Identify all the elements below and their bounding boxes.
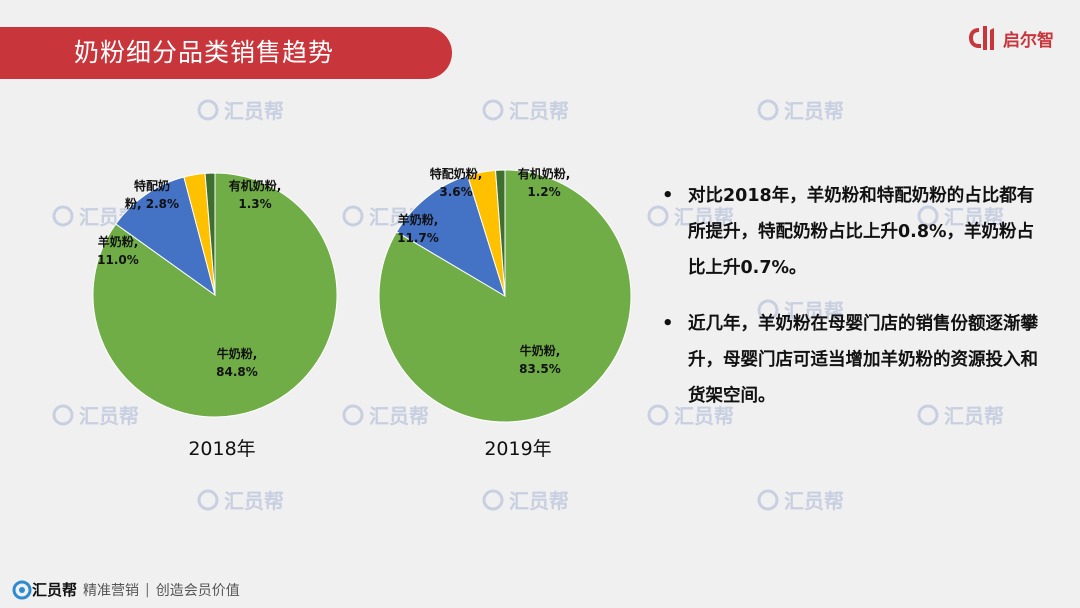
- pie-slice: [204, 172, 216, 296]
- insight-text: 近几年，羊奶粉在母婴门店的销售份额逐渐攀升，母婴门店可适当增加羊奶粉的资源投入和…: [688, 314, 1038, 406]
- slice-label-value: 83.5%: [519, 362, 561, 376]
- slice-label-name: 羊奶粉,: [98, 234, 139, 249]
- watermark-icon: [647, 404, 669, 426]
- watermark-text: 汇员帮: [674, 205, 734, 229]
- brand-mark-icon: [969, 26, 994, 50]
- pie-chart-2018: 牛奶粉, 84.8% 羊奶粉, 11.0% 特配奶粉, 2.8% 有机奶粉, 1.3% 201…: [92, 172, 338, 460]
- watermark-text: 汇员帮: [79, 404, 139, 428]
- bullet-icon: •: [662, 313, 674, 334]
- slice-label-name: 牛奶粉,: [217, 346, 258, 361]
- brand-name: 启尔智: [1003, 30, 1054, 51]
- watermark-icon: [52, 404, 74, 426]
- footer-logo-icon: [12, 580, 32, 599]
- slice-label-name: 特配奶粉,: [430, 166, 483, 181]
- chart-year-caption: 2019年: [484, 438, 551, 460]
- watermark-icon: [482, 99, 504, 121]
- watermark-text: 汇员帮: [224, 99, 284, 123]
- chart-year-caption: 2018年: [188, 438, 255, 460]
- slice-label-name: 有机奶粉,: [518, 166, 571, 181]
- watermark-text: 汇员帮: [224, 489, 284, 513]
- watermark-text: 汇员帮: [509, 99, 569, 123]
- bullet-icon: •: [662, 185, 674, 206]
- slice-label-value: 11.7%: [397, 231, 439, 245]
- watermark-text: 汇员帮: [369, 404, 429, 428]
- insight-item: • 对比2018年，羊奶粉和特配奶粉的占比都有所提升，特配奶粉占比上升0.8%，…: [660, 178, 1040, 286]
- slice-label-value: 11.0%: [97, 253, 139, 267]
- watermark-text: 汇员帮: [674, 404, 734, 428]
- watermark-icon: [342, 404, 364, 426]
- footer-separator: |: [145, 581, 150, 598]
- watermark-icon: [757, 99, 779, 121]
- title-banner: 奶粉细分品类销售趋势: [0, 27, 452, 79]
- slice-label-value: 粉, 2.8%: [125, 196, 179, 211]
- watermark-icon: [197, 489, 219, 511]
- footer-logo-text: 汇员帮: [32, 581, 78, 599]
- page-title: 奶粉细分品类销售趋势: [74, 38, 335, 67]
- footer: 汇员帮 精准营销 | 创造会员价值: [12, 579, 240, 600]
- watermark-text: 汇员帮: [509, 489, 569, 513]
- watermark-text: 汇员帮: [784, 99, 844, 123]
- watermark-text: 汇员帮: [944, 404, 1004, 428]
- slice-label-value: 84.8%: [216, 365, 258, 379]
- pie-slice: [395, 175, 506, 298]
- slice-label-name: 牛奶粉,: [520, 343, 561, 358]
- watermark-icon: [197, 99, 219, 121]
- pie-chart-2019: 牛奶粉, 83.5% 羊奶粉, 11.7% 特配奶粉, 3.6% 有机奶粉, 1.2% 2019…: [378, 166, 632, 460]
- insight-list: • 对比2018年，羊奶粉和特配奶粉的占比都有所提升，特配奶粉占比上升0.8%，…: [660, 178, 1040, 434]
- pie-slice: [494, 169, 506, 297]
- pie-slice: [115, 176, 216, 297]
- insight-text: 对比2018年，羊奶粉和特配奶粉的占比都有所提升，特配奶粉占比上升0.8%，羊奶…: [688, 186, 1035, 278]
- footer-slogan-1: 精准营销: [83, 582, 140, 599]
- watermark-text: 汇员帮: [944, 205, 1004, 229]
- watermark-text: 汇员帮: [784, 299, 844, 323]
- slice-label-value: 3.6%: [439, 185, 472, 199]
- slice-label-value: 1.3%: [238, 197, 271, 211]
- footer-slogan-2: 创造会员价值: [155, 582, 240, 599]
- watermark-icon: [342, 205, 364, 227]
- watermark-icon: [647, 205, 669, 227]
- slice-label-name: 有机奶粉,: [229, 178, 282, 193]
- brand-logo: 启尔智: [967, 22, 1054, 54]
- watermark-icon: [917, 404, 939, 426]
- watermark-icon: [52, 205, 74, 227]
- insight-item: • 近几年，羊奶粉在母婴门店的销售份额逐渐攀升，母婴门店可适当增加羊奶粉的资源投…: [660, 306, 1040, 414]
- watermark-icon: [757, 489, 779, 511]
- watermark-icon: [757, 299, 779, 321]
- watermark-icon: [482, 489, 504, 511]
- slice-label-name: 特配奶: [134, 178, 170, 193]
- slice-label-name: 羊奶粉,: [398, 212, 439, 227]
- slice-label-value: 1.2%: [527, 185, 560, 199]
- watermark-text: 汇员帮: [784, 489, 844, 513]
- watermark-icon: [917, 205, 939, 227]
